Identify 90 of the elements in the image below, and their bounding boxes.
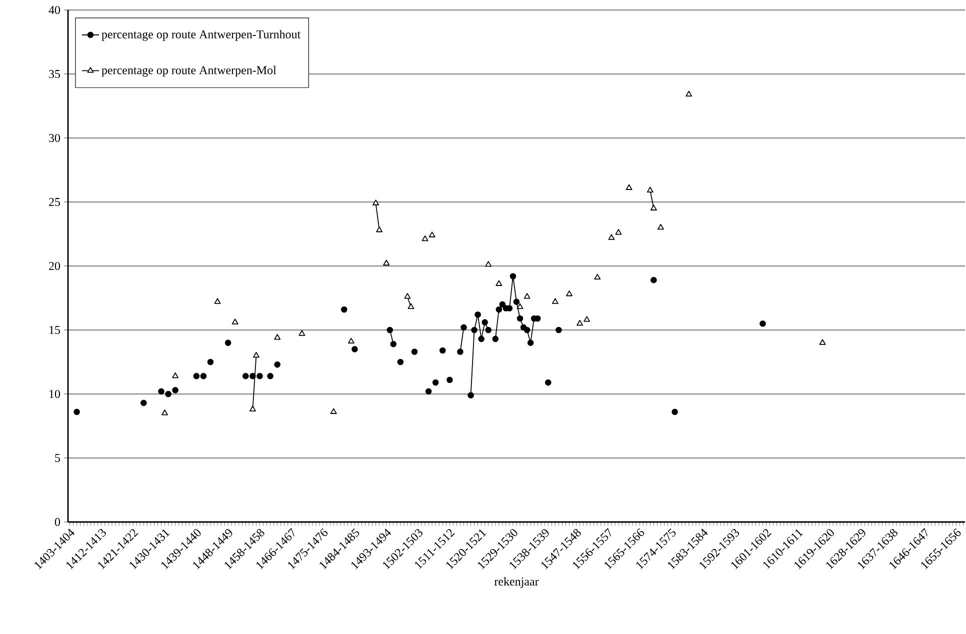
point — [242, 372, 249, 380]
point — [496, 306, 502, 313]
y-tick-label: 0 — [54, 518, 60, 526]
point — [158, 388, 164, 395]
point — [819, 339, 826, 345]
point — [524, 293, 530, 299]
point — [274, 361, 280, 368]
point — [446, 376, 453, 384]
y-tick-label: 25 — [49, 198, 60, 206]
point — [516, 303, 524, 309]
point — [298, 330, 306, 336]
point — [172, 387, 178, 394]
point — [513, 298, 520, 305]
point — [352, 346, 358, 352]
point — [386, 326, 394, 334]
point — [527, 340, 534, 346]
point — [584, 316, 590, 322]
point — [408, 303, 414, 309]
point — [608, 234, 615, 240]
point — [422, 235, 428, 242]
point — [485, 326, 492, 334]
point — [650, 204, 657, 210]
point — [686, 90, 692, 97]
point — [545, 379, 552, 386]
point — [172, 372, 179, 378]
y-tick-label: 5 — [55, 454, 60, 462]
point — [193, 372, 200, 380]
point — [140, 400, 147, 406]
point — [566, 290, 572, 296]
y-tick-label: 20 — [49, 262, 60, 270]
point — [224, 340, 232, 346]
point — [594, 274, 601, 280]
point — [372, 200, 380, 206]
point — [552, 298, 558, 304]
y-tick-label: 30 — [49, 134, 60, 142]
point — [249, 406, 256, 412]
point — [214, 298, 221, 304]
point — [162, 410, 168, 416]
point — [274, 334, 281, 340]
point — [348, 338, 354, 344]
point — [340, 306, 348, 313]
point — [267, 372, 274, 380]
y-tick-label: 35 — [49, 70, 60, 78]
point — [496, 280, 502, 286]
point — [672, 408, 678, 416]
point — [658, 224, 664, 230]
point — [478, 336, 484, 342]
y-tick-label: 10 — [50, 390, 60, 398]
point — [760, 320, 766, 327]
point — [650, 276, 657, 284]
point — [556, 326, 562, 334]
point — [330, 408, 337, 414]
point — [485, 261, 492, 267]
point — [576, 320, 584, 326]
legend-label: percentage op route Antwerpen-Mol — [102, 66, 276, 77]
point — [252, 352, 260, 358]
point — [474, 311, 481, 318]
point — [404, 293, 411, 299]
point — [492, 336, 499, 342]
point — [390, 340, 397, 348]
y-tick-label: 15 — [50, 326, 60, 334]
point — [411, 348, 418, 355]
point — [250, 372, 256, 380]
point — [457, 348, 464, 355]
point — [432, 379, 439, 386]
legend-label: percentage op route Antwerpen-Turnhout — [102, 30, 301, 41]
point — [383, 260, 390, 266]
point — [439, 347, 446, 354]
point — [626, 184, 632, 190]
point — [397, 358, 404, 366]
point — [615, 229, 622, 235]
point — [646, 186, 654, 193]
point — [428, 232, 436, 238]
point — [425, 388, 432, 395]
point — [460, 324, 467, 331]
y-tick-label: 40 — [48, 6, 60, 14]
point — [165, 390, 172, 398]
point — [207, 358, 214, 366]
point — [510, 273, 516, 280]
point — [232, 318, 238, 324]
point — [200, 372, 207, 380]
point — [524, 326, 530, 334]
point — [468, 392, 474, 398]
point — [516, 315, 524, 322]
x-axis-title: rekenjaar — [494, 577, 539, 588]
point — [482, 319, 488, 326]
point — [256, 372, 263, 380]
point — [471, 326, 478, 334]
point — [376, 226, 383, 232]
point — [74, 408, 80, 416]
